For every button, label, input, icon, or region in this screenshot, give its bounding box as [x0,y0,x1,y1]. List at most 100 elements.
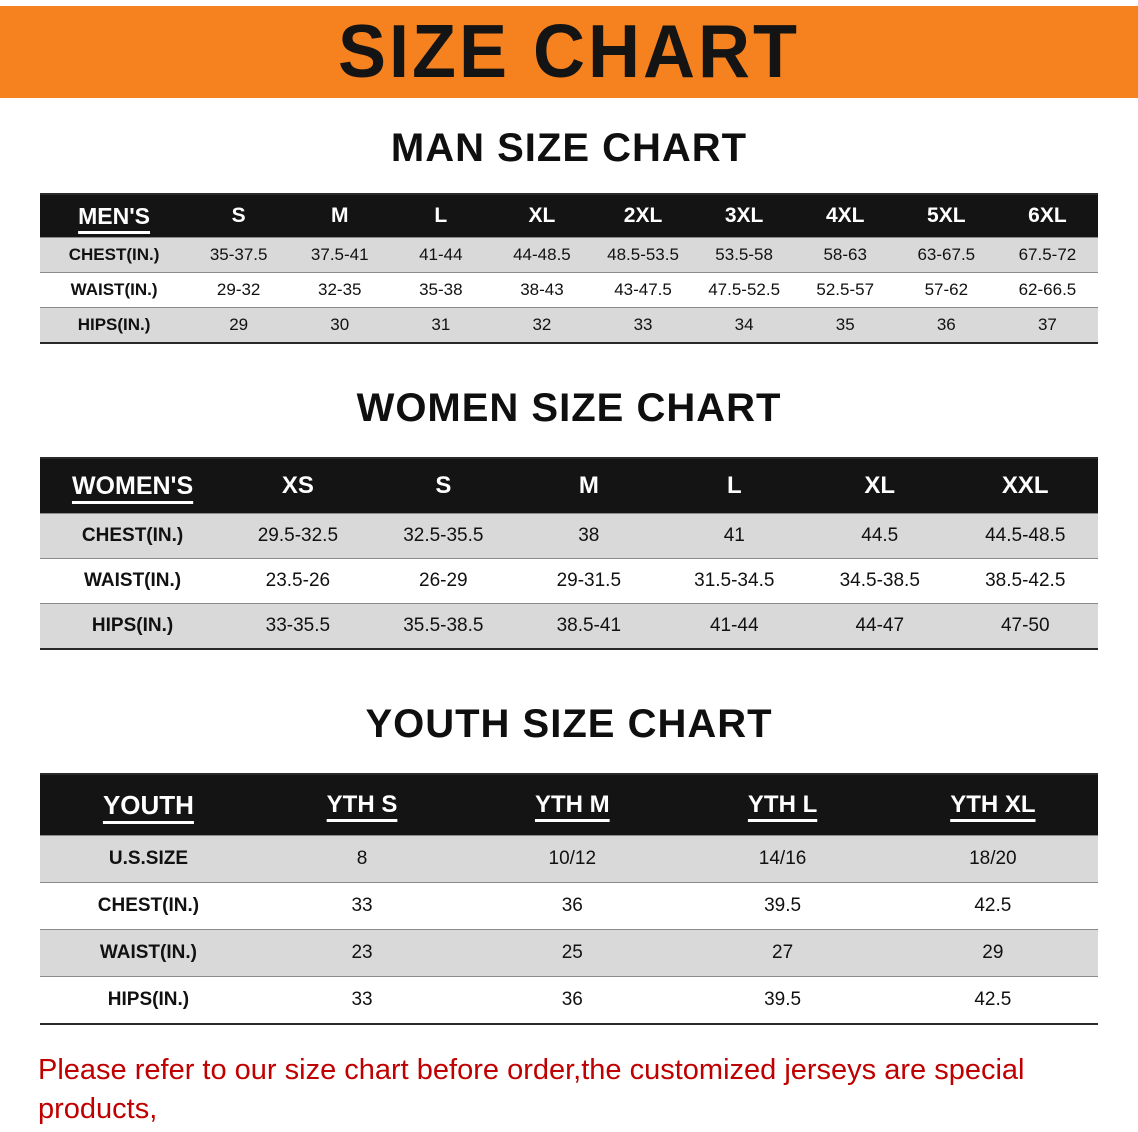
value-cell: 31.5-34.5 [661,558,808,604]
table-row: HIPS(IN.) 29 30 31 32 33 34 35 36 37 [40,307,1098,343]
table-row: CHEST(IN.) 35-37.5 37.5-41 41-44 44-48.5 48.5… [40,237,1098,273]
value-cell: 53.5-58 [693,237,795,273]
value-cell: 42.5 [887,882,1098,930]
value-cell: 32-35 [289,272,391,308]
mens-section-heading: MAN SIZE CHART [390,126,748,170]
table-row: HIPS(IN.) 33 36 39.5 42.5 [40,976,1098,1024]
size-header-cell: 2XL [592,194,694,238]
size-header-cell: XL [491,194,593,238]
size-header-cell: S [188,194,290,238]
value-cell: 29 [887,929,1098,977]
size-header-cell: 4XL [794,194,896,238]
value-cell: 8 [256,835,468,883]
value-cell: 39.5 [677,976,888,1024]
value-cell: 52.5-57 [794,272,896,308]
value-cell: 36 [467,976,678,1024]
value-cell: 32 [491,307,593,343]
value-cell: 33 [592,307,694,343]
value-cell: 33 [256,882,468,930]
size-header-cell: S [370,458,517,514]
size-header-cell: XS [225,458,371,514]
size-header-cell: 6XL [996,194,1098,238]
value-cell: 33 [256,976,468,1024]
size-header-cell: YTH M [467,774,678,836]
size-header-cell: M [516,458,662,514]
value-cell: 44.5-48.5 [952,513,1098,559]
row-label-cell: WAIST(IN.) [40,929,257,977]
value-cell: 36 [467,882,678,930]
womens-size-section: WOMEN SIZE CHART WOMEN'S XS S M L XL XXL CHEST(… [0,386,1138,650]
table-header-row: YOUTH YTH S YTH M YTH L YTH XL [40,774,1098,836]
value-cell: 10/12 [467,835,678,883]
row-label-cell: HIPS(IN.) [40,976,257,1024]
value-cell: 63-67.5 [895,237,997,273]
value-cell: 34 [693,307,795,343]
policy-line-1: Please refer to our size chart before or… [38,1054,1025,1125]
mens-size-section: MAN SIZE CHART MEN'S S M L XL 2XL 3XL 4XL 5XL 6XL… [0,126,1138,344]
youth-section-heading: YOUTH SIZE CHART [365,702,773,746]
womens-size-table: WOMEN'S XS S M L XL XXL CHEST(IN.) 29.5-32.5 32.5… [40,457,1098,650]
row-label-cell: HIPS(IN.) [40,307,189,343]
value-cell: 38.5-41 [516,603,662,649]
row-label-cell: CHEST(IN.) [40,513,226,559]
order-policy-notice: Please refer to our size chart before or… [38,1051,1100,1132]
value-cell: 62-66.5 [996,272,1098,308]
value-cell: 23.5-26 [225,558,371,604]
row-label-cell: WAIST(IN.) [40,558,226,604]
row-label-cell: WAIST(IN.) [40,272,189,308]
table-title-cell: YOUTH [40,774,257,836]
value-cell: 38.5-42.5 [952,558,1098,604]
value-cell: 30 [289,307,391,343]
value-cell: 14/16 [677,835,888,883]
youth-size-section: YOUTH SIZE CHART YOUTH YTH S YTH M YTH L YTH… [0,702,1138,1025]
value-cell: 43-47.5 [592,272,694,308]
value-cell: 42.5 [887,976,1098,1024]
banner-title: SIZE CHART [338,10,800,95]
row-label-cell: CHEST(IN.) [40,237,189,273]
value-cell: 58-63 [794,237,896,273]
size-header-cell: L [390,194,492,238]
value-cell: 29-32 [188,272,290,308]
value-cell: 35 [794,307,896,343]
table-row: CHEST(IN.) 29.5-32.5 32.5-35.5 38 41 44.5 44.5… [40,513,1098,559]
value-cell: 29.5-32.5 [225,513,371,559]
value-cell: 37 [996,307,1098,343]
table-title-cell: WOMEN'S [40,458,226,514]
value-cell: 57-62 [895,272,997,308]
value-cell: 34.5-38.5 [807,558,953,604]
size-header-cell: YTH L [677,774,888,836]
size-header-cell: XXL [952,458,1098,514]
womens-section-heading: WOMEN SIZE CHART [356,386,782,430]
table-row: U.S.SIZE 8 10/12 14/16 18/20 [40,835,1098,883]
value-cell: 36 [895,307,997,343]
value-cell: 47-50 [952,603,1098,649]
size-table: MEN'S S M L XL 2XL 3XL 4XL 5XL 6XL CHEST(IN.) 35-37… [40,193,1098,344]
value-cell: 25 [467,929,678,977]
value-cell: 35-37.5 [188,237,290,273]
value-cell: 29 [188,307,290,343]
table-row: WAIST(IN.) 23 25 27 29 [40,929,1098,977]
value-cell: 47.5-52.5 [693,272,795,308]
table-title-cell: MEN'S [40,194,189,238]
size-header-cell: YTH XL [887,774,1098,836]
table-header-row: WOMEN'S XS S M L XL XXL [40,458,1098,514]
size-table: WOMEN'S XS S M L XL XXL CHEST(IN.) 29.5-32.5 32.5… [40,457,1098,650]
value-cell: 41-44 [390,237,492,273]
value-cell: 27 [677,929,888,977]
value-cell: 38-43 [491,272,593,308]
table-row: CHEST(IN.) 33 36 39.5 42.5 [40,882,1098,930]
value-cell: 48.5-53.5 [592,237,694,273]
size-header-cell: 3XL [693,194,795,238]
value-cell: 41 [661,513,808,559]
value-cell: 35.5-38.5 [370,603,517,649]
value-cell: 26-29 [370,558,517,604]
size-chart-banner: SIZE CHART [0,6,1138,98]
mens-size-table: MEN'S S M L XL 2XL 3XL 4XL 5XL 6XL CHEST(IN.) 35-37… [40,193,1098,344]
value-cell: 33-35.5 [225,603,371,649]
value-cell: 44-47 [807,603,953,649]
row-label-cell: CHEST(IN.) [40,882,257,930]
size-header-cell: L [661,458,808,514]
value-cell: 41-44 [661,603,808,649]
youth-size-table: YOUTH YTH S YTH M YTH L YTH XL U.S.SIZE 8 10/12… [40,773,1098,1025]
value-cell: 37.5-41 [289,237,391,273]
